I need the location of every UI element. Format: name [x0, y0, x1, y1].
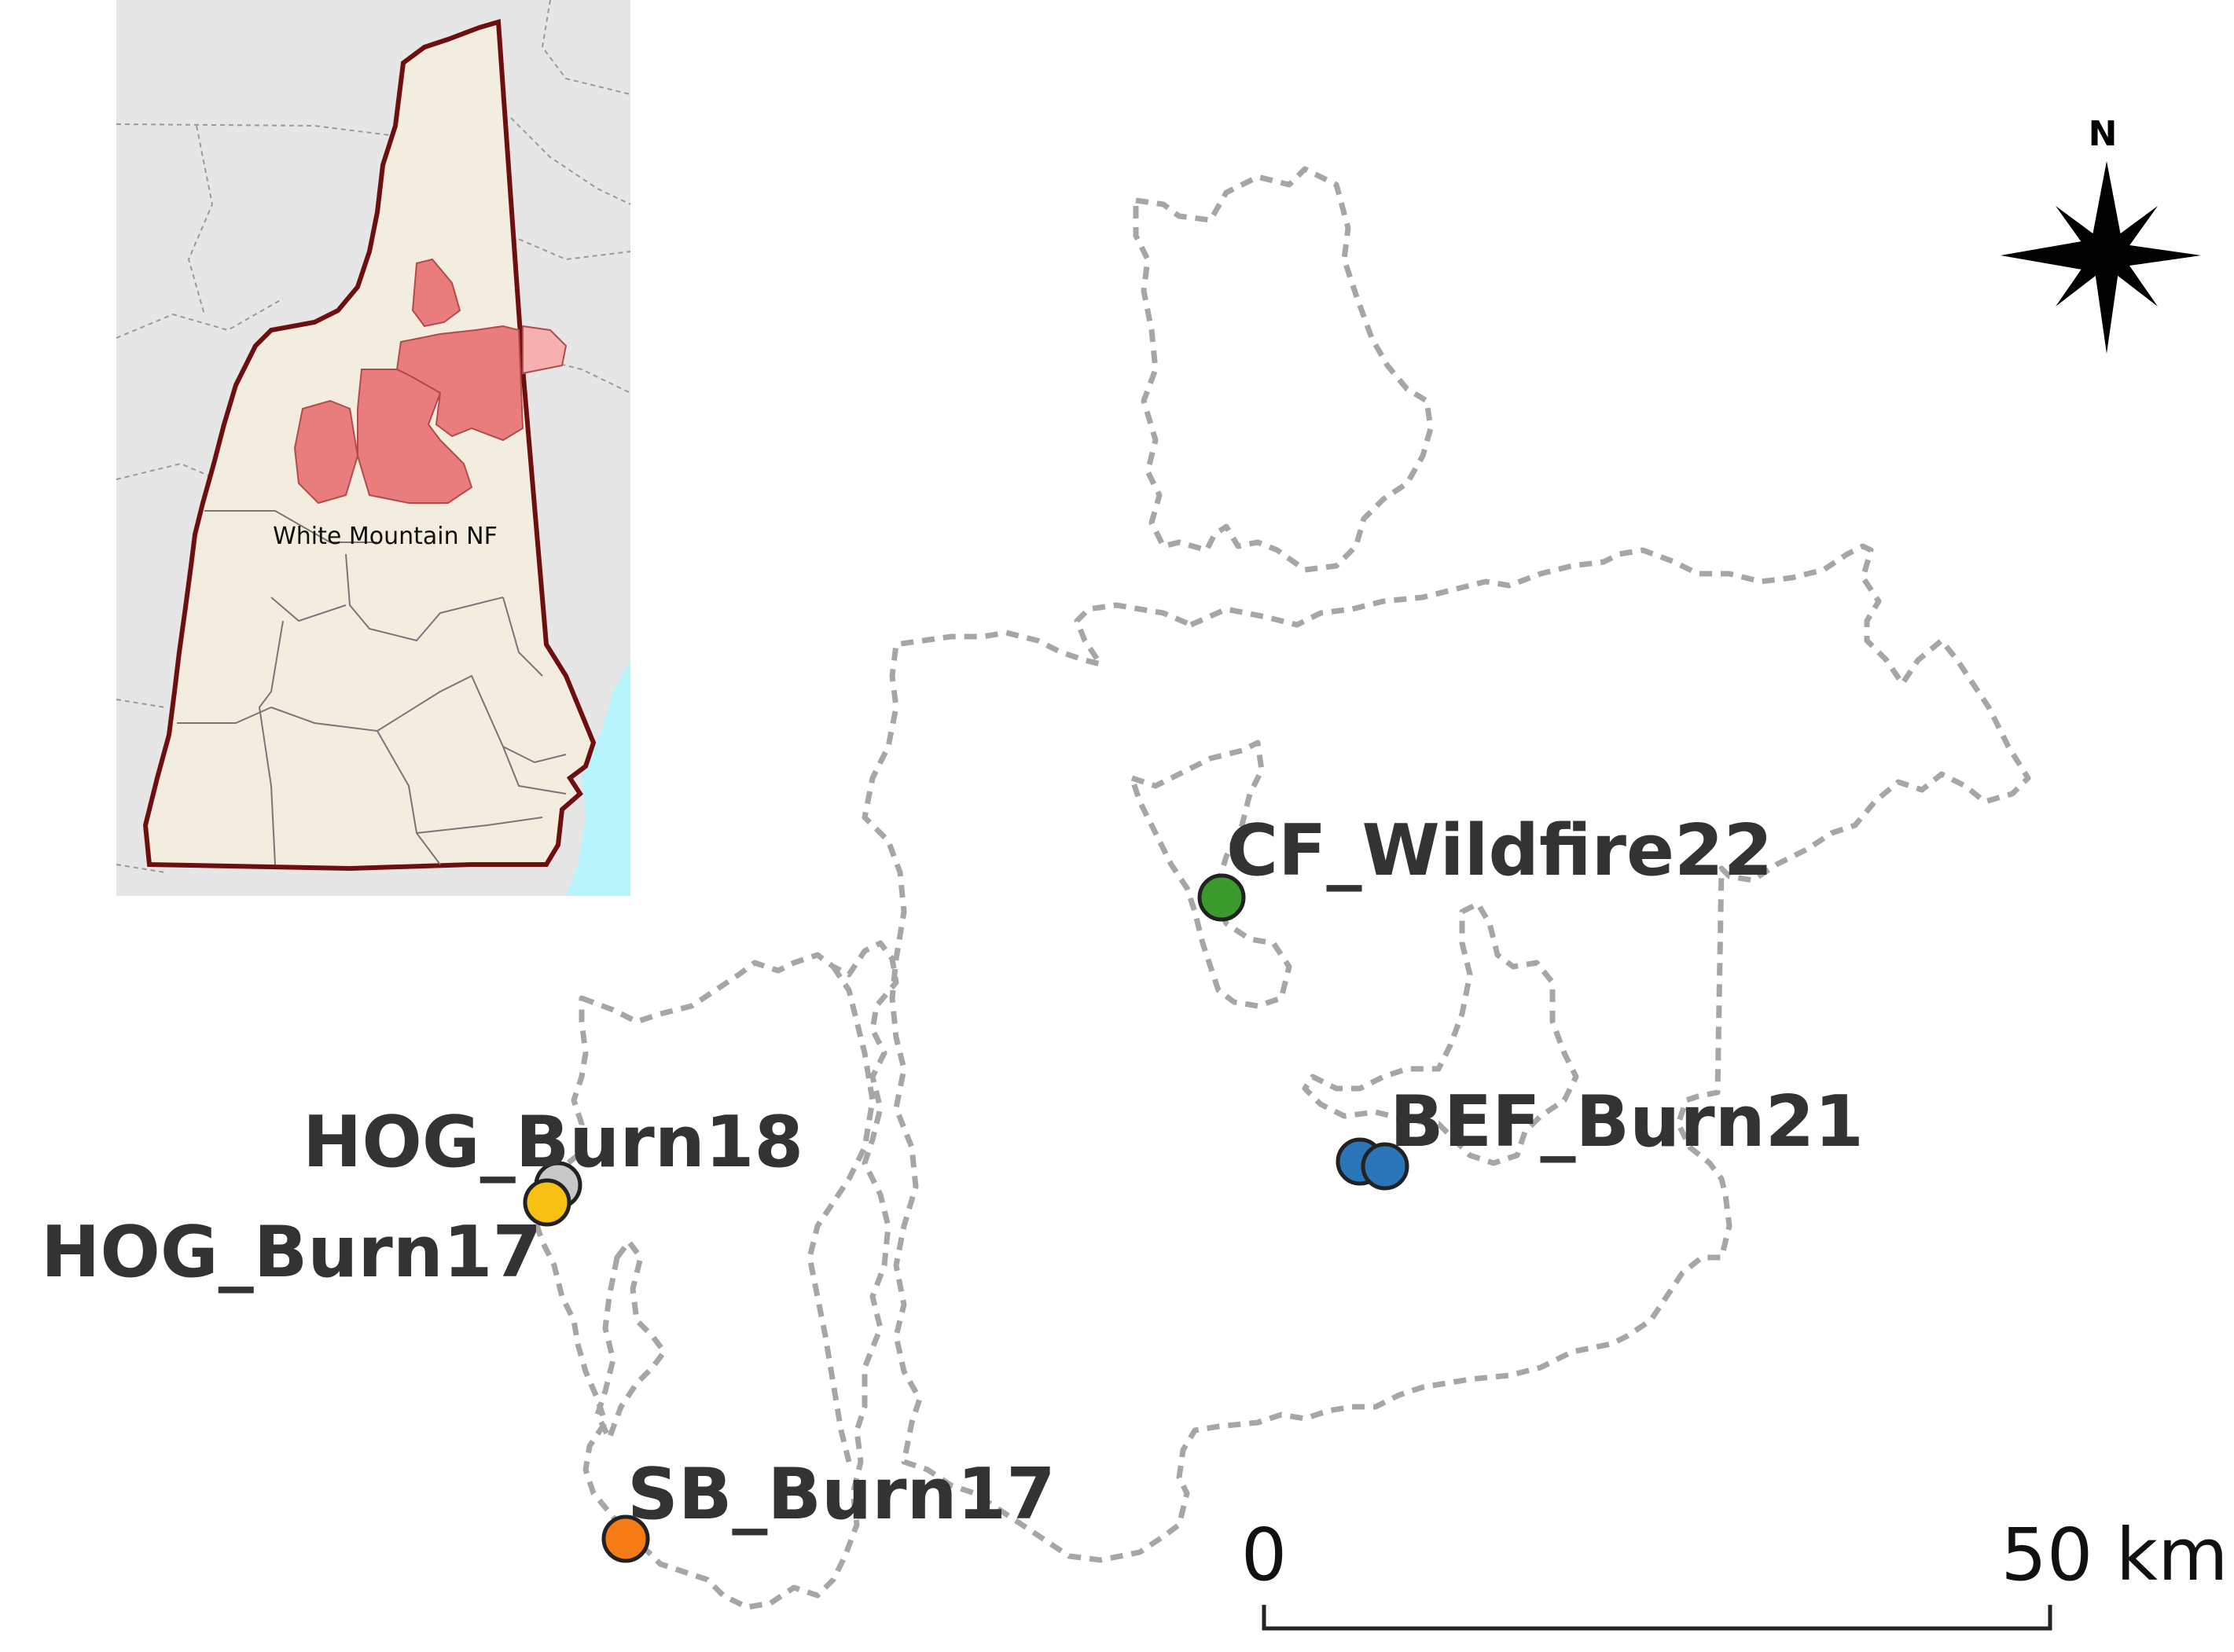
- inner-western-boundary: [594, 1239, 667, 1441]
- north-arrow-diagonals: [2056, 206, 2158, 307]
- site-label-bef-burn21: BEF_Burn21: [1390, 1081, 1864, 1163]
- site-label-hog-burn17: HOG_Burn17: [41, 1211, 542, 1294]
- inset-map: White Mountain NF: [116, 0, 631, 896]
- study-area-boundaries: [531, 166, 2031, 1610]
- inset-forest-label: White Mountain NF: [273, 523, 498, 550]
- site-marker-cf-wildfire22[interactable]: [1197, 873, 1246, 922]
- north-label: N: [2089, 114, 2118, 154]
- inset-county-lines: [177, 510, 567, 865]
- western-forest-boundary: [531, 940, 899, 1610]
- main-forest-boundary: [862, 543, 2031, 1563]
- site-label-hog-burn18: HOG_Burn18: [303, 1101, 803, 1184]
- scale-bar: 0 50 km: [1241, 1513, 2228, 1631]
- eastern-lobe-boundary: [1302, 901, 1579, 1166]
- scale-start-label: 0: [1241, 1513, 1288, 1597]
- scale-end-label: 50 km: [2001, 1513, 2228, 1597]
- site-marker-bef-burn21-b[interactable]: [1361, 1142, 1409, 1191]
- scale-bar-line: [1262, 1605, 2052, 1631]
- northern-boundary: [1133, 166, 1434, 573]
- overlap-boundary: [807, 965, 876, 1463]
- site-label-sb-burn17: SB_Burn17: [627, 1453, 1056, 1536]
- north-arrow: N: [2001, 114, 2201, 354]
- site-markers: CF_Wildfire22 BEF_Burn21 HOG_Burn18 HOG_…: [41, 809, 1864, 1563]
- inset-ocean: [566, 660, 630, 896]
- inset-national-forest: [293, 258, 568, 505]
- site-label-cf-wildfire22: CF_Wildfire22: [1226, 809, 1773, 892]
- site-marker-sb-burn17[interactable]: [601, 1514, 650, 1563]
- site-marker-hog-burn17[interactable]: [523, 1178, 571, 1227]
